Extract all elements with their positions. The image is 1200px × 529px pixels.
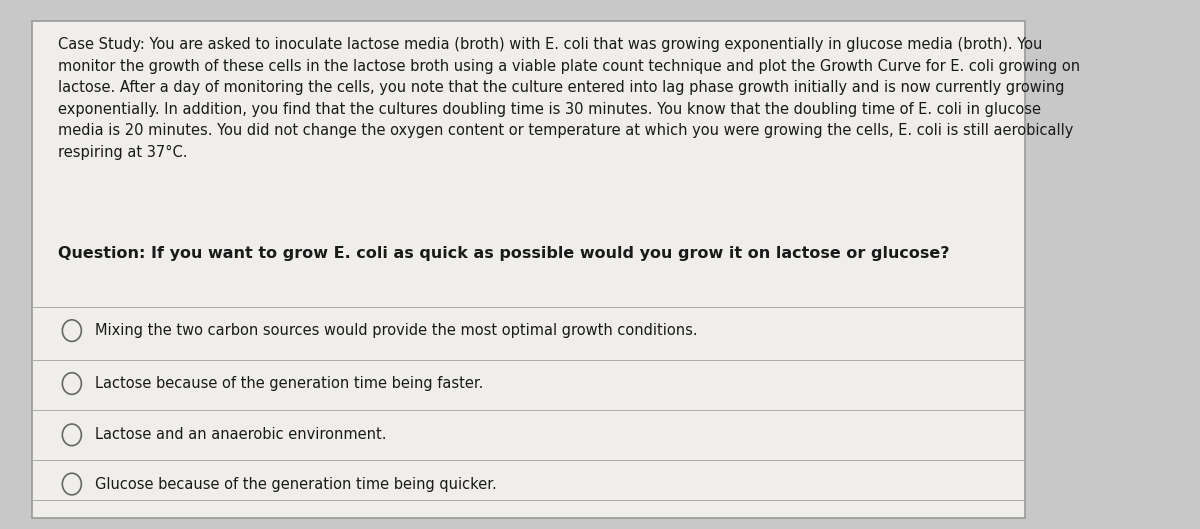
Text: Glucose because of the generation time being quicker.: Glucose because of the generation time b…: [95, 477, 497, 491]
FancyBboxPatch shape: [31, 21, 1025, 518]
Text: Lactose because of the generation time being faster.: Lactose because of the generation time b…: [95, 376, 484, 391]
Text: Question: If you want to grow E. coli as quick as possible would you grow it on : Question: If you want to grow E. coli as…: [58, 246, 949, 261]
Text: Case Study: You are asked to inoculate lactose media (broth) with E. coli that w: Case Study: You are asked to inoculate l…: [58, 37, 1080, 160]
Text: Mixing the two carbon sources would provide the most optimal growth conditions.: Mixing the two carbon sources would prov…: [95, 323, 697, 338]
Text: Lactose and an anaerobic environment.: Lactose and an anaerobic environment.: [95, 427, 386, 442]
